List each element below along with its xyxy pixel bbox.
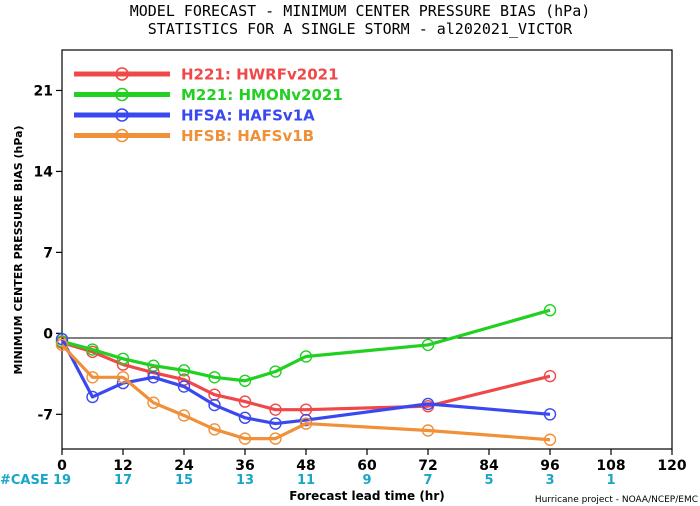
data-point [116,371,130,384]
series-line [61,341,551,412]
data-point [86,390,99,404]
data-point [55,338,69,352]
series-3 [55,338,557,446]
case-count: 9 [362,473,371,488]
case-count: 7 [423,473,432,488]
data-point [177,380,191,393]
y-axis-label: MINIMUM CENTER PRESSURE BIAS (hPa) [12,125,25,374]
y-tick-label: -7 [37,407,53,423]
data-point [55,332,69,346]
data-point [543,304,557,317]
x-tick-label: 96 [540,458,559,474]
series-line [60,338,551,426]
legend-marker [115,87,129,102]
case-count: 3 [545,473,554,488]
case-count: 13 [236,473,254,488]
x-tick-label: 0 [57,458,67,474]
legend-label: HFSA: HAFSv1A [181,107,315,125]
data-point [208,398,221,412]
data-point [543,408,557,421]
data-point [299,350,313,363]
x-tick-label: 108 [596,458,625,474]
legend-label: H221: HWRFv2021 [181,66,339,84]
data-point [86,343,99,356]
x-tick-label: 72 [418,458,437,474]
data-point [177,364,191,377]
case-count: 17 [114,473,132,488]
data-point [208,423,221,436]
data-point [86,371,99,384]
data-point [238,374,252,387]
y-tick-label: 21 [34,83,53,99]
case-label: #CASE [0,473,49,488]
data-point [269,432,282,445]
legend-marker [115,67,129,81]
data-point [177,409,191,422]
data-point [238,395,252,408]
series-1 [55,304,557,387]
x-axis-label: Forecast lead time (hr) [289,489,445,503]
data-point [421,424,435,437]
chart-title-line1: MODEL FORECAST - MINIMUM CENTER PRESSURE… [130,2,591,20]
plot-frame [61,49,673,450]
data-point [269,403,282,416]
legend-marker [115,108,129,122]
y-tick-label: 0 [43,326,53,342]
legend-label: M221: HMONv2021 [181,86,343,104]
case-count: 19 [53,473,71,488]
x-tick-label: 48 [296,458,315,474]
series-0 [55,336,557,416]
data-point [238,432,252,445]
x-tick-label: 120 [657,458,686,474]
case-count: 5 [484,473,493,488]
data-point [299,413,313,427]
y-tick-label: 14 [34,164,54,180]
credit-text: Hurricane project - NOAA/NCEP/EMC [535,495,698,505]
x-tick-label: 24 [174,458,194,474]
x-tick-label: 12 [113,458,132,474]
chart-title-line2: STATISTICS FOR A SINGLE STORM - al202021… [148,20,573,38]
data-point [147,371,160,384]
case-count: 11 [297,473,315,488]
series-line [61,308,551,383]
legend-marker [115,128,129,143]
data-point [269,417,282,430]
data-point [147,396,160,409]
case-count: 15 [175,473,193,488]
x-tick-label: 60 [357,458,377,474]
x-tick-label: 84 [479,458,499,474]
data-point [421,397,435,411]
case-count: 1 [606,473,615,488]
x-tick-label: 36 [235,458,254,474]
data-point [299,417,313,430]
data-point [543,369,557,383]
y-tick-label: 7 [43,245,53,261]
legend-label: HFSB: HAFSv1B [181,127,314,145]
series-line [60,343,551,442]
data-point [269,365,282,378]
data-point [238,411,252,424]
series-2 [55,332,557,430]
data-point [421,338,435,352]
data-point [543,433,557,446]
data-point [116,352,130,365]
data-point [208,371,221,384]
